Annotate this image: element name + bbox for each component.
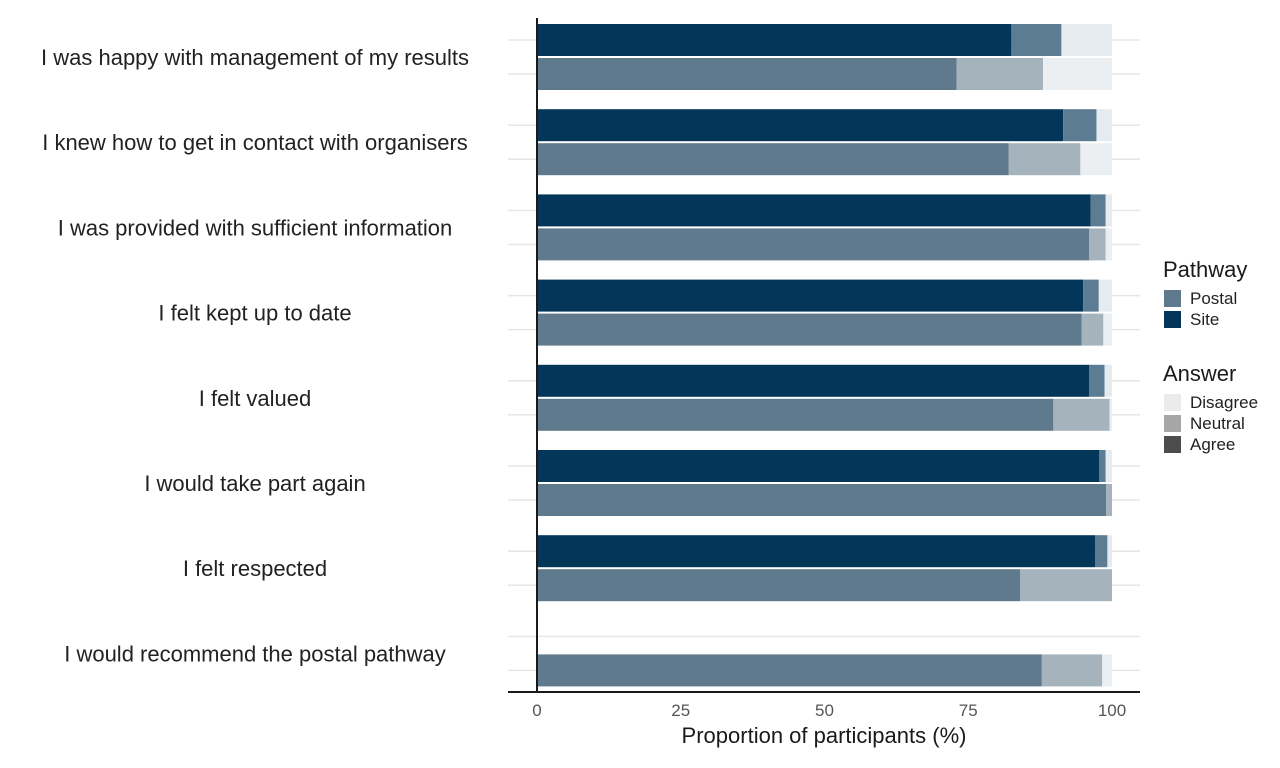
bar-postal-agree: [537, 654, 1042, 687]
bar-postal-neutral: [1089, 228, 1106, 261]
bar-site-disagree: [1061, 24, 1112, 56]
bar-postal-neutral: [1081, 313, 1104, 346]
x-tick-label: 25: [671, 701, 690, 720]
bar-postal-neutral: [1020, 569, 1112, 602]
bar-site-disagree: [1098, 279, 1112, 312]
x-tick-labels: 0 25 50 75 100: [532, 701, 1126, 720]
bar-site-neutral: [1083, 279, 1099, 312]
legend: Pathway Postal Site Answer Disagree Neutral Ag…: [1163, 257, 1258, 454]
bar-site-agree: [537, 109, 1064, 142]
axes: [508, 18, 1140, 693]
bar-site-neutral: [1011, 24, 1062, 56]
legend-key: [1164, 394, 1181, 411]
legend-title: Pathway: [1163, 257, 1247, 282]
x-axis-title: Proportion of participants (%): [682, 723, 967, 748]
legend-label: Site: [1190, 310, 1219, 329]
bar-site-disagree: [1104, 364, 1112, 397]
bar-postal-disagree: [1109, 398, 1112, 431]
bar-postal-agree: [537, 58, 957, 90]
category-labels: I was happy with management of my result…: [41, 45, 469, 666]
bar-site-neutral: [1090, 194, 1106, 227]
bar-site-agree: [537, 279, 1084, 312]
legend-label: Neutral: [1190, 414, 1245, 433]
bar-site-disagree: [1096, 109, 1112, 142]
category-label: I felt kept up to date: [158, 301, 351, 326]
legend-key: [1164, 290, 1181, 307]
bar-site-disagree: [1105, 450, 1112, 482]
category-label: I would recommend the postal pathway: [64, 641, 446, 666]
category-label: I knew how to get in contact with organi…: [42, 130, 468, 155]
x-tick-label: 100: [1098, 701, 1126, 720]
bar-postal-neutral: [1041, 654, 1103, 687]
bar-postal-disagree: [1080, 143, 1112, 176]
bar-site-disagree: [1107, 535, 1112, 568]
x-tick-label: 0: [532, 701, 541, 720]
category-label: I was provided with sufficient informati…: [58, 215, 453, 240]
bar-site-agree: [537, 364, 1089, 397]
bar-site-neutral: [1089, 364, 1105, 397]
bar-postal-agree: [537, 569, 1020, 602]
legend-key: [1164, 311, 1181, 328]
bar-site-neutral: [1099, 450, 1106, 482]
bar-postal-agree: [537, 143, 1009, 176]
category-label: I was happy with management of my result…: [41, 45, 469, 70]
bar-postal-disagree: [1043, 58, 1112, 90]
x-tick-label: 50: [815, 701, 834, 720]
bar-postal-agree: [537, 228, 1089, 261]
bar-postal-neutral: [1106, 484, 1112, 516]
bar-postal-disagree: [1102, 654, 1112, 687]
bar-site-agree: [537, 194, 1091, 227]
bar-postal-agree: [537, 484, 1107, 516]
bar-site-neutral: [1095, 535, 1108, 568]
legend-label: Agree: [1190, 435, 1235, 454]
bar-site-neutral: [1063, 109, 1097, 142]
category-label: I felt valued: [199, 386, 312, 411]
bar-postal-neutral: [956, 58, 1043, 90]
bar-postal-disagree: [1105, 228, 1112, 261]
bar-site-disagree: [1105, 194, 1112, 227]
bar-site-agree: [537, 535, 1096, 568]
legend-key: [1164, 415, 1181, 432]
bar-postal-disagree: [1103, 313, 1112, 346]
category-label: I felt respected: [183, 556, 327, 581]
bar-postal-neutral: [1008, 143, 1081, 176]
bar-postal-agree: [537, 398, 1054, 431]
legend-key: [1164, 436, 1181, 453]
legend-title: Answer: [1163, 361, 1236, 386]
bars: [537, 24, 1112, 687]
bar-postal-agree: [537, 313, 1082, 346]
bar-site-agree: [537, 450, 1100, 482]
bar-site-agree: [537, 24, 1012, 56]
x-tick-label: 75: [959, 701, 978, 720]
category-label: I would take part again: [144, 471, 365, 496]
legend-label: Postal: [1190, 289, 1237, 308]
legend-label: Disagree: [1190, 393, 1258, 412]
bar-postal-neutral: [1053, 398, 1110, 431]
